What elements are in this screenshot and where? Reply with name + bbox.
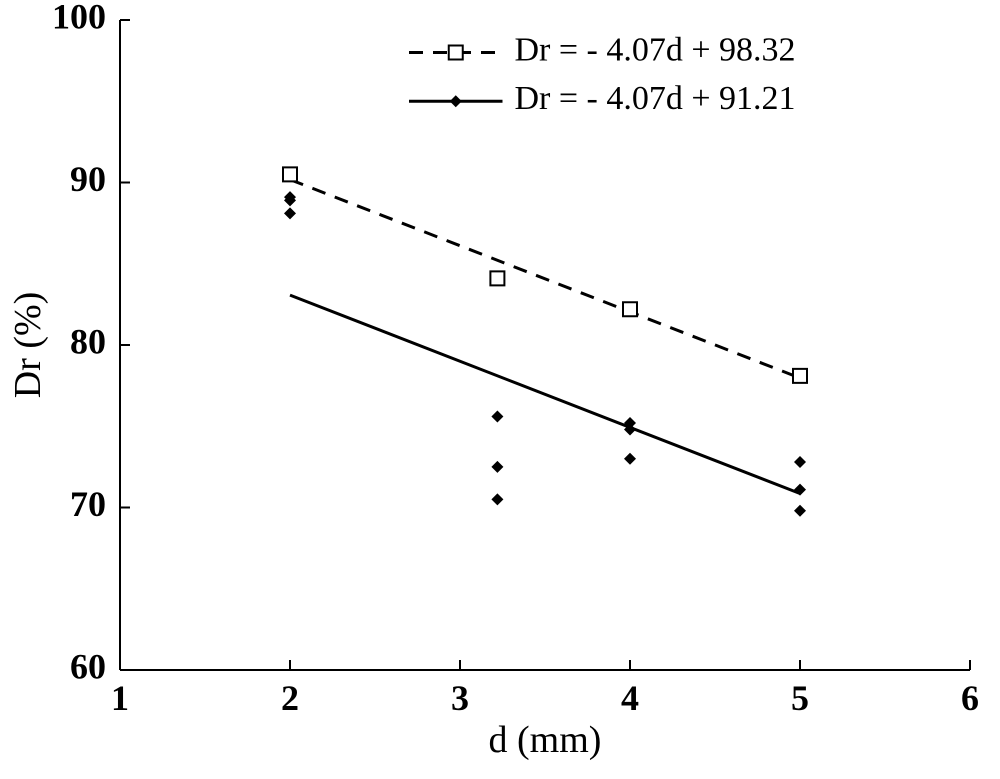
- svg-text:90: 90: [70, 159, 106, 199]
- svg-text:2: 2: [281, 678, 299, 718]
- marker-filled-diamond: [491, 411, 503, 423]
- dr-vs-d-chart: 1 2 3 4 5 6 d (mm) 60 70 80 90 100 Dr (%) Dr = - 4.07…: [0, 0, 1000, 779]
- svg-text:100: 100: [52, 0, 106, 36]
- marker-filled-diamond: [284, 207, 296, 219]
- marker-filled-diamond: [450, 95, 462, 107]
- svg-text:6: 6: [961, 678, 979, 718]
- svg-text:70: 70: [70, 484, 106, 524]
- marker-open-square: [490, 271, 504, 285]
- marker-filled-diamond: [491, 493, 503, 505]
- svg-text:4: 4: [621, 678, 639, 718]
- svg-text:60: 60: [70, 646, 106, 686]
- svg-text:3: 3: [451, 678, 469, 718]
- svg-text:Dr (%): Dr (%): [7, 292, 49, 399]
- marker-filled-diamond: [794, 456, 806, 468]
- svg-text:1: 1: [111, 678, 129, 718]
- marker-filled-diamond: [491, 461, 503, 473]
- marker-filled-diamond: [794, 484, 806, 496]
- marker-open-square: [283, 167, 297, 181]
- marker-filled-diamond: [624, 453, 636, 465]
- legend-label-lower_fit: Dr = - 4.07d + 91.21: [515, 80, 796, 117]
- svg-text:80: 80: [70, 321, 106, 361]
- fit-line-lower_fit: [290, 295, 800, 493]
- marker-open-square: [449, 46, 463, 60]
- marker-open-square: [793, 369, 807, 383]
- marker-filled-diamond: [794, 505, 806, 517]
- legend-label-upper_fit: Dr = - 4.07d + 98.32: [515, 31, 796, 68]
- svg-text:5: 5: [791, 678, 809, 718]
- fit-line-upper_fit: [290, 180, 800, 378]
- marker-open-square: [623, 302, 637, 316]
- svg-text:d (mm): d (mm): [489, 719, 602, 761]
